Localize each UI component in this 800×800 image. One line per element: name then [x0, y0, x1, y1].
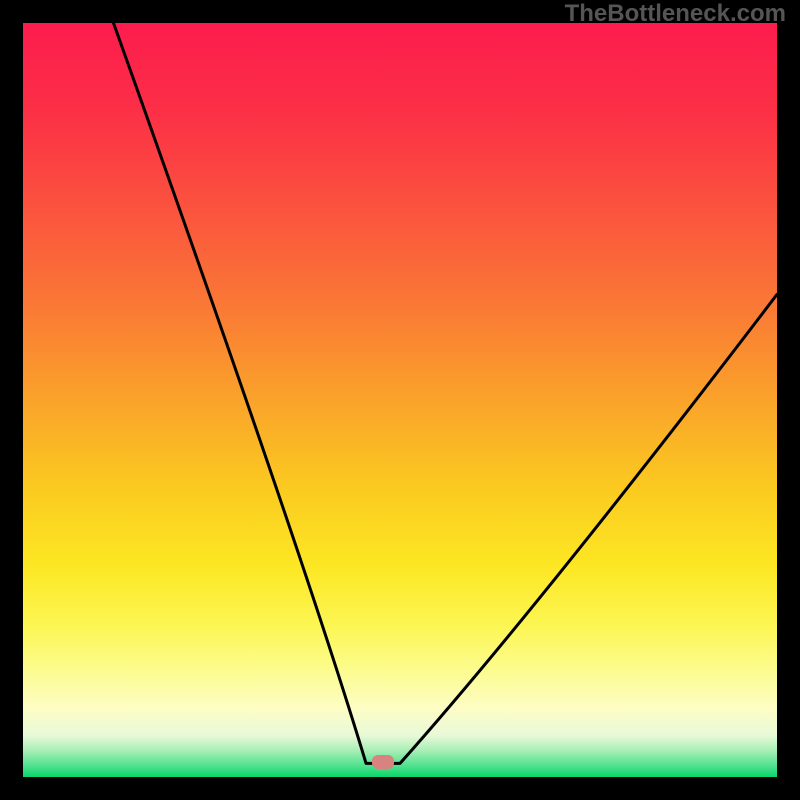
bottleneck-chart: [23, 23, 777, 777]
bottleneck-curve: [23, 23, 777, 777]
optimal-point-marker: [372, 755, 394, 769]
